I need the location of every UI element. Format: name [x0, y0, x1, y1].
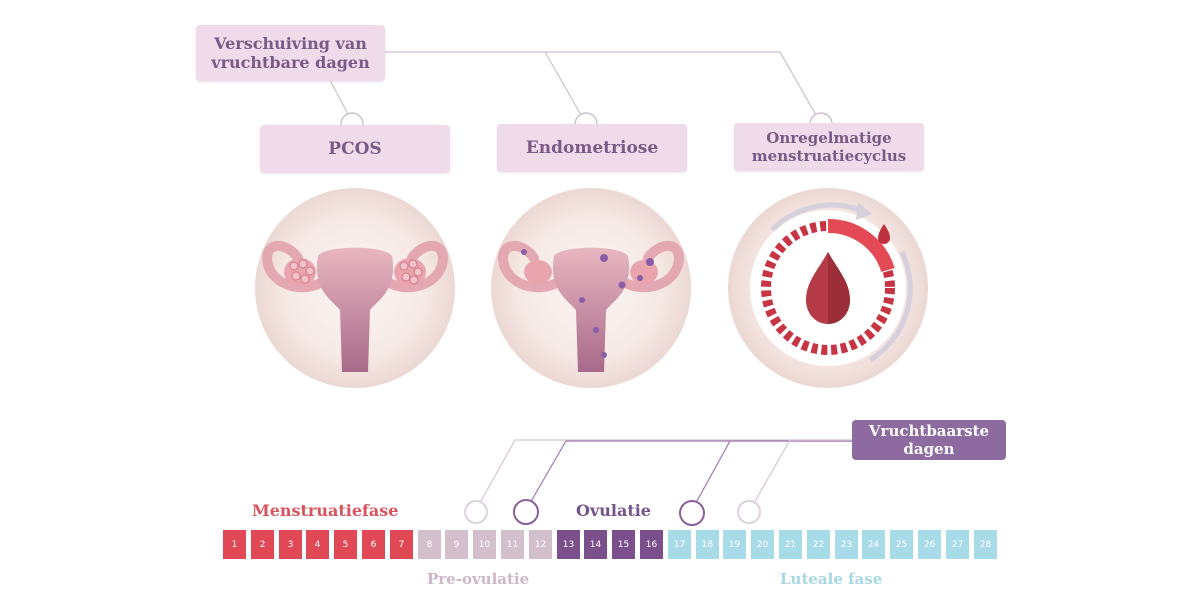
- connector-line-endometriosis: [544, 51, 586, 123]
- day-cell-23: 23: [835, 530, 858, 559]
- day-cell-14: 14: [584, 530, 607, 559]
- irregular-cycle-icon: [728, 188, 928, 388]
- day-cell-7: 7: [390, 530, 413, 559]
- phase-label-luteal: Luteale fase: [780, 570, 883, 588]
- condition-label-endometriosis: Endometriose: [525, 137, 659, 158]
- day-cell-12: 12: [529, 530, 552, 559]
- day-cell-1: 1: [223, 530, 246, 559]
- day-cell-24: 24: [862, 530, 885, 559]
- day-marker-10: [464, 500, 488, 524]
- day-cell-19: 19: [723, 530, 746, 559]
- uterus-pcos-icon: [255, 188, 455, 388]
- most-fertile-days-label: Vruchtbaarste dagen: [868, 422, 990, 458]
- day-cell-4: 4: [306, 530, 329, 559]
- day-cell-26: 26: [918, 530, 941, 559]
- day-cell-8: 8: [418, 530, 441, 559]
- day-cell-9: 9: [445, 530, 468, 559]
- day-cell-6: 6: [362, 530, 385, 559]
- condition-box-endometriosis: Endometriose: [497, 124, 687, 172]
- most-fertile-days-box: Vruchtbaarste dagen: [852, 420, 1006, 460]
- condition-label-pcos: PCOS: [328, 138, 382, 159]
- phase-label-ovulation: Ovulatie: [576, 501, 651, 520]
- day-cell-17: 17: [668, 530, 691, 559]
- fertile-days-shift-label: Verschuiving van vruchtbare dagen: [211, 33, 370, 72]
- day-cell-25: 25: [890, 530, 913, 559]
- day-cell-5: 5: [334, 530, 357, 559]
- uterus-endometriosis-icon: [491, 188, 691, 388]
- condition-box-irregular-cycle: Onregelmatige menstruatiecyclus: [734, 123, 924, 171]
- phase-label-pre-ovulation: Pre-ovulatie: [427, 570, 530, 588]
- day-marker-19: [737, 500, 761, 524]
- day-cell-18: 18: [696, 530, 719, 559]
- day-cell-16: 16: [640, 530, 663, 559]
- day-cell-3: 3: [279, 530, 302, 559]
- condition-label-irregular-cycle: Onregelmatige menstruatiecyclus: [751, 129, 907, 165]
- day-marker-17: [679, 500, 705, 526]
- day-cell-11: 11: [501, 530, 524, 559]
- connector-line-cycle: [385, 51, 821, 123]
- day-cell-21: 21: [779, 530, 802, 559]
- day-cell-15: 15: [612, 530, 635, 559]
- day-marker-12: [513, 499, 539, 525]
- day-cell-10: 10: [473, 530, 496, 559]
- day-cell-20: 20: [751, 530, 774, 559]
- phase-label-menstrual: Menstruatiefase: [252, 501, 399, 520]
- day-cell-27: 27: [946, 530, 969, 559]
- day-cell-13: 13: [557, 530, 580, 559]
- day-cell-22: 22: [807, 530, 830, 559]
- condition-box-pcos: PCOS: [260, 125, 450, 173]
- day-cell-28: 28: [974, 530, 997, 559]
- fertile-days-shift-box: Verschuiving van vruchtbare dagen: [196, 25, 385, 81]
- day-cell-2: 2: [251, 530, 274, 559]
